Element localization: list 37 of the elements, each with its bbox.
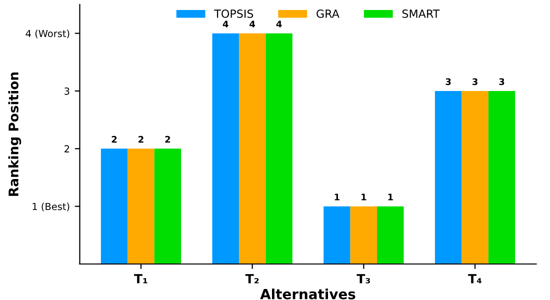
bar xyxy=(434,91,462,264)
data-label: 3 xyxy=(446,78,451,86)
bar xyxy=(324,206,350,264)
data-label: 1 xyxy=(362,194,366,200)
bar xyxy=(100,148,128,264)
x-tick-label: T₂ xyxy=(245,274,259,284)
data-label: 2 xyxy=(112,136,117,143)
y-axis-title: Ranking Position xyxy=(8,72,22,196)
bar xyxy=(212,33,239,264)
y-tick-label: 1 (Best) xyxy=(32,202,70,212)
y-tick-label: 4 (Worst) xyxy=(26,30,70,38)
x-tick-label: T₁ xyxy=(134,274,148,284)
x-axis-title: Alternatives xyxy=(260,288,356,300)
data-label: 2 xyxy=(138,136,144,143)
data-label: 4 xyxy=(276,20,282,28)
y-tick-label: 2 xyxy=(64,145,70,152)
data-label: 1 xyxy=(388,194,393,200)
data-label: 4 xyxy=(222,20,228,28)
data-label: 3 xyxy=(472,78,478,86)
data-label: 2 xyxy=(165,136,170,143)
data-label: 4 xyxy=(250,20,256,28)
bar xyxy=(350,206,378,264)
bar xyxy=(488,91,516,264)
x-tick-label: T₄ xyxy=(468,274,482,284)
data-label: 3 xyxy=(499,78,504,86)
legend-label: GRA xyxy=(316,10,340,18)
legend-label: SMART xyxy=(402,10,440,18)
data-label: 1 xyxy=(334,194,340,200)
x-tick-label: T₃ xyxy=(356,274,370,284)
bar xyxy=(266,33,292,264)
bar xyxy=(238,33,266,264)
bar xyxy=(128,148,154,264)
bar xyxy=(377,206,404,264)
y-tick-label: 3 xyxy=(64,87,70,95)
bar xyxy=(462,91,488,264)
legend-label: TOPSIS xyxy=(214,10,254,18)
bar xyxy=(154,148,182,264)
